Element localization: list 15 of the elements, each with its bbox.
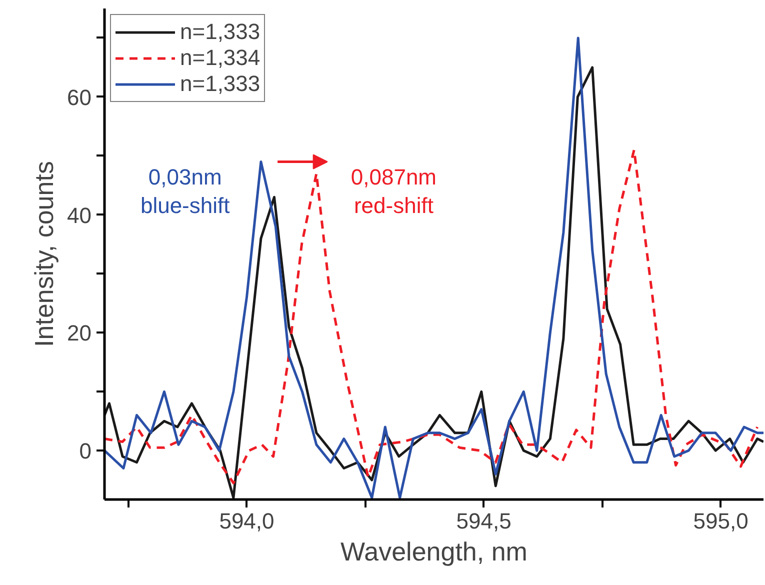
- y-tick-label: 0: [79, 438, 92, 464]
- y-tick-label: 40: [67, 202, 92, 228]
- x-tick-label: 594,0: [219, 508, 274, 534]
- annotation: 0,087nm red-shift: [350, 164, 437, 218]
- y-tick-label: 20: [67, 320, 92, 346]
- line-series: [104, 148, 759, 484]
- x-axis-title: Wavelength, nm: [340, 536, 528, 566]
- annotation: 0,03nm blue-shift: [140, 164, 230, 218]
- x-tick-label: 595,0: [693, 508, 748, 534]
- y-tick-label: 60: [67, 84, 92, 110]
- legend-label: n=1,333: [180, 19, 260, 45]
- y-axis-title: Intensity, counts: [29, 161, 60, 347]
- legend-label: n=1,333: [180, 71, 260, 97]
- x-tick-label: 594,5: [456, 508, 512, 534]
- legend-label: n=1,334: [180, 45, 260, 71]
